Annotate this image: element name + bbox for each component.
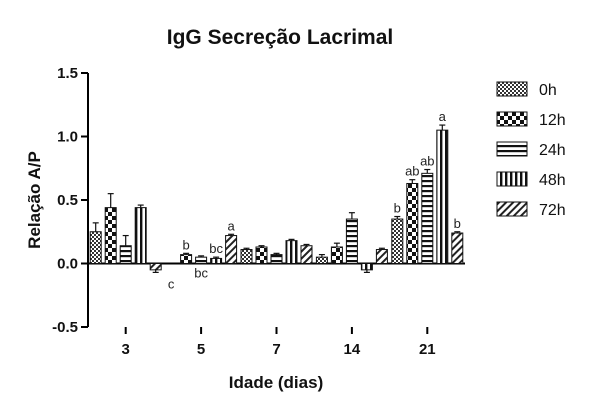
legend: 0h 12h 24h 48h 72h (496, 81, 566, 219)
y-tick-label: 0.0 (57, 256, 78, 273)
bar (180, 254, 193, 265)
x-tick-label: 5 (197, 341, 205, 358)
legend-swatch (496, 111, 528, 127)
significance-label: bc (209, 241, 223, 256)
bar (406, 182, 419, 265)
bar (285, 240, 298, 264)
significance-label: ab (420, 154, 434, 169)
bar (421, 172, 434, 264)
bar (149, 263, 162, 271)
bar (436, 129, 449, 264)
legend-label: 48h (539, 172, 566, 189)
bar (315, 256, 328, 264)
bar (225, 235, 238, 264)
bar (375, 249, 388, 264)
significance-label: a (439, 109, 447, 124)
y-tick-label: 0.5 (57, 192, 78, 209)
legend-label: 24h (539, 142, 566, 159)
bar (104, 207, 117, 264)
bar (270, 254, 283, 265)
legend-swatch (496, 81, 528, 97)
legend-label: 12h (539, 112, 566, 129)
legend-label: 72h (539, 202, 566, 219)
y-tick-label: 1.0 (57, 129, 78, 146)
legend-swatch (496, 201, 528, 217)
y-axis-title: Relação A/P (25, 151, 44, 249)
significance-label: bc (194, 266, 208, 281)
x-axis-title: Idade (dias) (229, 373, 323, 392)
y-tick-label: -0.5 (52, 319, 78, 336)
bar (240, 249, 253, 264)
significance-label: b (182, 237, 189, 252)
bar (195, 256, 208, 264)
bar (360, 263, 373, 271)
significance-label: a (227, 218, 235, 233)
bar (89, 231, 102, 264)
bar (134, 207, 147, 264)
bar (391, 218, 404, 265)
bar (300, 245, 313, 265)
legend-label: 0h (539, 82, 557, 99)
x-tick-label: 3 (122, 341, 130, 358)
x-tick-label: 21 (419, 341, 436, 358)
bar (119, 245, 132, 265)
significance-label: b (394, 201, 401, 216)
bar (330, 246, 343, 265)
significance-label: c (168, 277, 175, 292)
bar (345, 218, 358, 265)
significance-label: b (454, 216, 461, 231)
significance-label: ab (405, 164, 419, 179)
x-tick-label: 14 (344, 341, 361, 358)
bar (451, 232, 464, 265)
bar (210, 257, 223, 265)
bar (255, 246, 268, 265)
chart-title: IgG Secreção Lacrimal (167, 26, 393, 49)
y-tick-label: 1.5 (57, 65, 78, 82)
x-tick-label: 7 (272, 341, 280, 358)
legend-swatch (496, 171, 528, 187)
legend-swatch (496, 141, 528, 157)
